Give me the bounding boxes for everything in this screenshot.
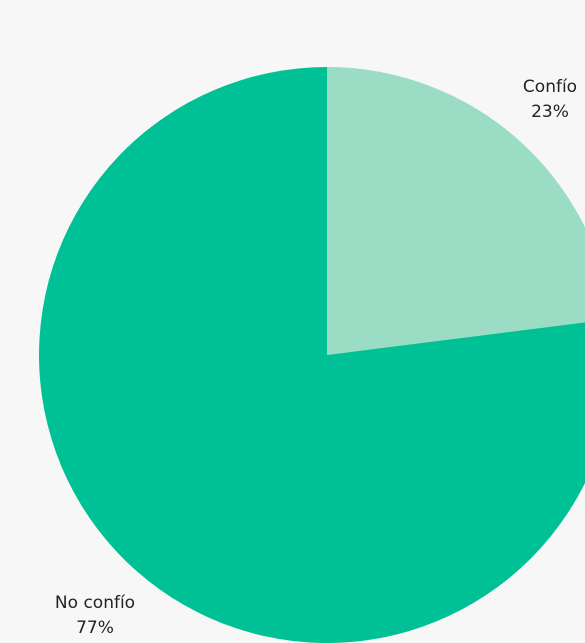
pie-labels: Confío 23% No confío 77% [55,77,577,638]
pie-slice-confio [327,67,585,355]
pie-slice-no-confio [39,67,585,643]
slice-label-confio-percent: 23% [531,102,569,122]
slice-label-confio-name: Confío [523,77,577,97]
pie-slices [39,67,585,643]
slice-label-no-confio-percent: 77% [76,618,114,638]
slice-label-no-confio-name: No confío [55,593,135,613]
